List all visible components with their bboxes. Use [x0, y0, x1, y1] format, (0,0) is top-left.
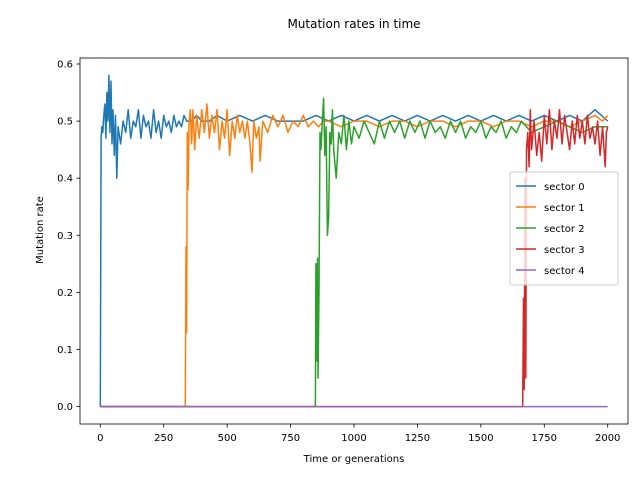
y-tick-label: 0.5: [57, 117, 73, 128]
legend-entry: sector 1: [544, 203, 585, 214]
plot-area: [99, 74, 609, 408]
legend-entry: sector 0: [544, 182, 585, 193]
x-tick-label: 0: [97, 433, 103, 444]
x-axis: 0 250 500 750 1000 1250 1500 1750 2000: [97, 424, 620, 444]
series-line-sector-1: [100, 103, 609, 408]
y-tick-label: 0.6: [57, 59, 73, 70]
legend: sector 0 sector 1 sector 2 sector 3 sector 4: [509, 171, 619, 286]
legend-entry: sector 4: [544, 266, 585, 277]
y-tick-label: 0.3: [57, 231, 73, 242]
x-tick-label: 2000: [595, 433, 620, 444]
x-tick-label: 1000: [341, 433, 366, 444]
x-tick-label: 1500: [468, 433, 493, 444]
x-tick-label: 1750: [532, 433, 557, 444]
legend-box: [509, 171, 619, 286]
y-axis-label: Mutation rate: [35, 196, 46, 264]
series-line-sector-2: [100, 97, 608, 408]
x-tick-label: 750: [281, 433, 300, 444]
series-line-sector-0: [99, 74, 609, 407]
x-tick-label: 500: [218, 433, 237, 444]
series-line-sector-3: [100, 108, 609, 408]
x-tick-label: 1250: [405, 433, 430, 444]
x-tick-label: 250: [154, 433, 173, 444]
y-tick-label: 0.0: [57, 402, 73, 413]
y-tick-label: 0.4: [57, 174, 73, 185]
y-axis: 0.0 0.1 0.2 0.3 0.4 0.5 0.6: [57, 59, 80, 413]
legend-entry: sector 3: [544, 245, 585, 256]
x-axis-label: Time or generations: [303, 454, 405, 465]
chart-title: Mutation rates in time: [287, 17, 420, 31]
y-tick-label: 0.1: [57, 345, 73, 356]
y-tick-label: 0.2: [57, 288, 73, 299]
legend-entry: sector 2: [544, 224, 585, 235]
